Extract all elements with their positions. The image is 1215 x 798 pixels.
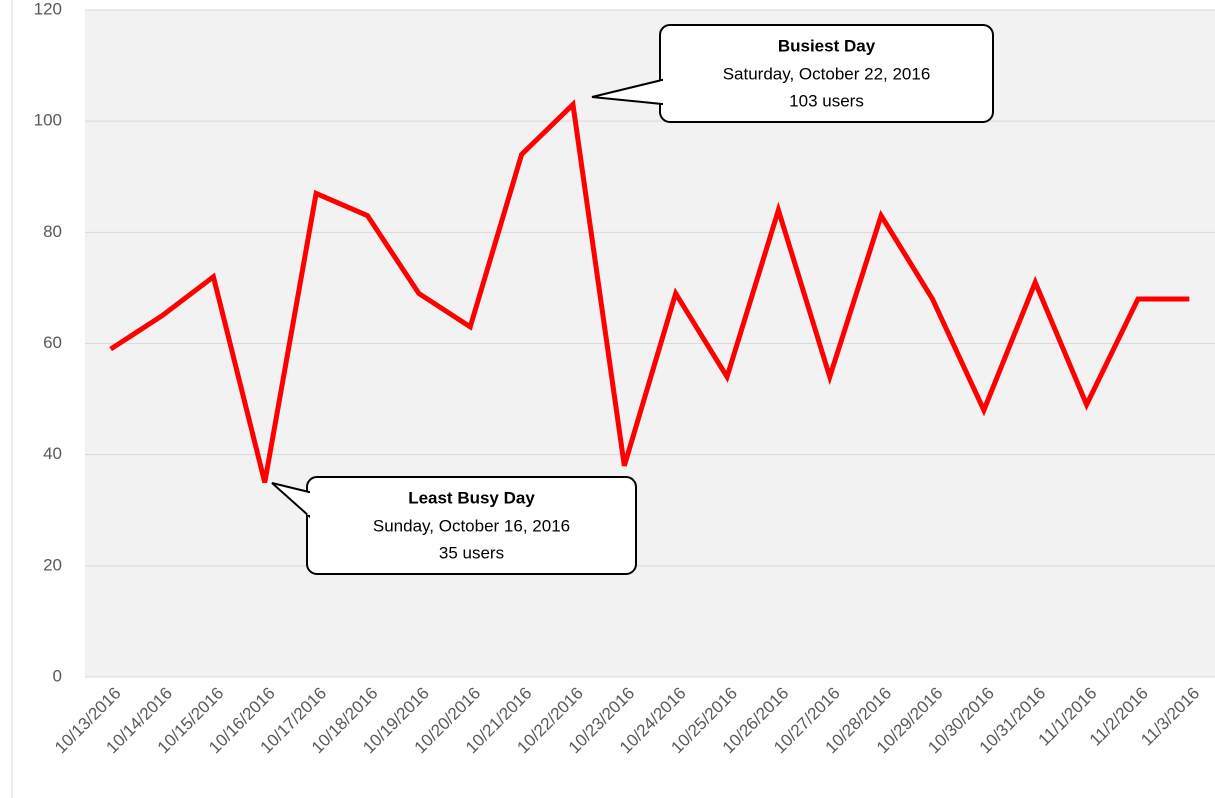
callout-line: Saturday, October 22, 2016: [723, 64, 931, 83]
callout-box: [306, 476, 637, 575]
data-line: [109, 99, 1190, 484]
y-tick-label: 0: [53, 666, 62, 685]
y-tick-label: 20: [43, 555, 62, 574]
y-tick-label: 120: [34, 0, 62, 18]
y-tick-label: 80: [43, 222, 62, 241]
callout-line: 103 users: [789, 91, 864, 110]
y-tick-label: 40: [43, 444, 62, 463]
callout-line: Sunday, October 16, 2016: [373, 516, 570, 535]
callout-title: Least Busy Day: [408, 488, 535, 507]
y-tick-label: 100: [34, 111, 62, 130]
y-tick-label: 60: [43, 333, 62, 352]
callout-title: Busiest Day: [778, 36, 876, 55]
callout-box: [659, 24, 994, 123]
callout-line: 35 users: [439, 543, 504, 562]
